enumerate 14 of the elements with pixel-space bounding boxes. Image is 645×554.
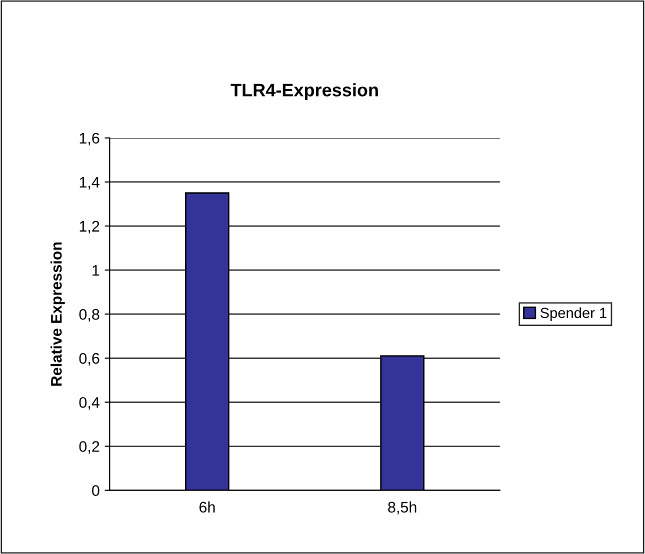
y-tick-label: 0,4 [79, 397, 100, 410]
y-tick-label: 1,2 [80, 220, 100, 234]
chart-title: TLR4-Expression [230, 83, 378, 100]
y-axis-title: Relative Expression [50, 242, 65, 386]
y-tick-label: 1,6 [80, 132, 100, 146]
legend-label: Spender 1 [540, 307, 606, 321]
y-tick-label: 1 [92, 265, 100, 276]
y-tick-label: 0,6 [79, 353, 100, 366]
y-tick-label: 0,8 [79, 308, 100, 322]
y-tick-label: 0,2 [79, 441, 100, 454]
x-tick-label: 6h [199, 501, 215, 513]
y-tick-label: 1,4 [80, 177, 100, 190]
x-tick-label: 8,5h [388, 501, 416, 514]
y-tick-label: 0 [92, 485, 100, 496]
